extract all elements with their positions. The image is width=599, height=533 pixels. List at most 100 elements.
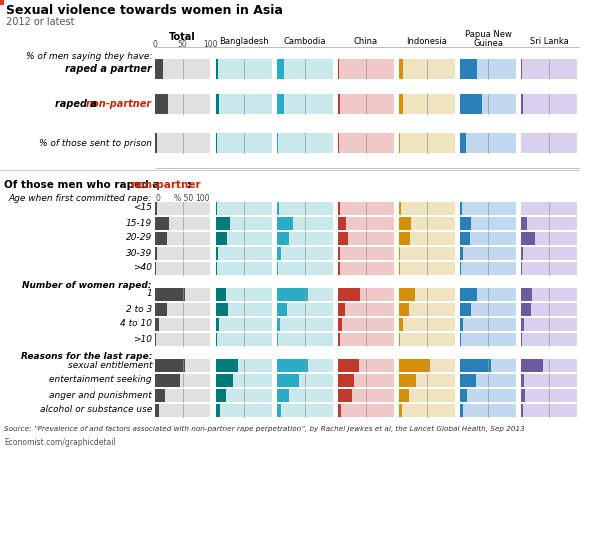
Bar: [216, 201, 217, 214]
Bar: [277, 318, 280, 330]
Bar: [277, 94, 285, 114]
Text: alcohol or substance use: alcohol or substance use: [40, 406, 152, 415]
Bar: [460, 246, 516, 260]
Bar: [460, 246, 463, 260]
Bar: [216, 94, 219, 114]
Bar: [399, 231, 410, 245]
Text: Cambodia: Cambodia: [284, 37, 326, 46]
Bar: [216, 403, 272, 416]
Bar: [399, 231, 455, 245]
Bar: [338, 59, 339, 79]
Bar: [277, 287, 308, 301]
Bar: [460, 303, 516, 316]
Bar: [155, 133, 210, 153]
Text: Total: Total: [169, 32, 196, 42]
Bar: [521, 94, 523, 114]
Bar: [155, 216, 169, 230]
Bar: [460, 262, 461, 274]
Bar: [460, 133, 516, 153]
Text: >10: >10: [133, 335, 152, 343]
Bar: [338, 318, 394, 330]
Bar: [399, 287, 455, 301]
Bar: [155, 389, 210, 401]
Text: raped a partner: raped a partner: [65, 64, 152, 74]
Bar: [216, 231, 272, 245]
Bar: [460, 94, 516, 114]
Text: 30-39: 30-39: [126, 248, 152, 257]
Bar: [338, 403, 341, 416]
Bar: [277, 318, 333, 330]
Text: non-partner: non-partner: [86, 99, 152, 109]
Text: 2 to 3: 2 to 3: [126, 304, 152, 313]
Bar: [338, 318, 343, 330]
Bar: [521, 246, 523, 260]
Bar: [277, 94, 333, 114]
Bar: [338, 374, 353, 386]
Text: Age when first committed rape:: Age when first committed rape:: [9, 194, 152, 203]
Bar: [277, 374, 300, 386]
Bar: [399, 374, 416, 386]
Bar: [338, 389, 352, 401]
Bar: [460, 318, 516, 330]
Bar: [277, 374, 333, 386]
Bar: [277, 262, 278, 274]
Bar: [399, 262, 455, 274]
Bar: [521, 231, 577, 245]
Text: 2012 or latest: 2012 or latest: [6, 17, 74, 27]
Text: non-partner: non-partner: [130, 180, 201, 190]
Bar: [460, 133, 466, 153]
Text: Source: “Prevalence of and factors associated with non-partner rape perpetration: Source: “Prevalence of and factors assoc…: [4, 426, 525, 432]
Bar: [460, 389, 467, 401]
Bar: [399, 216, 455, 230]
Text: 4 to 10: 4 to 10: [120, 319, 152, 328]
Bar: [277, 359, 333, 372]
Bar: [521, 262, 577, 274]
Bar: [399, 287, 415, 301]
Bar: [277, 133, 333, 153]
Text: % 50: % 50: [174, 194, 193, 203]
Bar: [399, 201, 455, 214]
Text: Of those men who raped a: Of those men who raped a: [4, 180, 163, 190]
Bar: [277, 246, 282, 260]
Bar: [521, 303, 577, 316]
Text: 50: 50: [178, 40, 187, 49]
Bar: [277, 403, 282, 416]
Bar: [216, 287, 272, 301]
Bar: [155, 403, 159, 416]
Bar: [155, 231, 210, 245]
Bar: [460, 318, 464, 330]
Bar: [155, 333, 210, 345]
Bar: [277, 403, 333, 416]
Bar: [277, 231, 289, 245]
Bar: [216, 59, 218, 79]
Text: 20-29: 20-29: [126, 233, 152, 243]
Bar: [155, 133, 157, 153]
Bar: [155, 216, 210, 230]
Bar: [399, 133, 400, 153]
Text: :: :: [187, 180, 191, 190]
Bar: [338, 94, 340, 114]
Bar: [216, 389, 226, 401]
Bar: [460, 287, 477, 301]
Bar: [277, 303, 287, 316]
Bar: [338, 246, 340, 260]
Bar: [399, 333, 400, 345]
Bar: [338, 287, 361, 301]
Bar: [155, 262, 156, 274]
Bar: [460, 201, 462, 214]
Bar: [399, 246, 455, 260]
Bar: [155, 359, 185, 372]
Bar: [521, 216, 527, 230]
Bar: [399, 201, 401, 214]
Bar: [216, 216, 272, 230]
Text: 100: 100: [195, 194, 210, 203]
Bar: [155, 303, 210, 316]
Bar: [155, 94, 168, 114]
Bar: [155, 201, 210, 214]
Bar: [155, 374, 210, 386]
Bar: [338, 201, 394, 214]
Bar: [338, 216, 346, 230]
Bar: [521, 403, 523, 416]
Text: China: China: [354, 37, 378, 46]
Bar: [338, 94, 394, 114]
